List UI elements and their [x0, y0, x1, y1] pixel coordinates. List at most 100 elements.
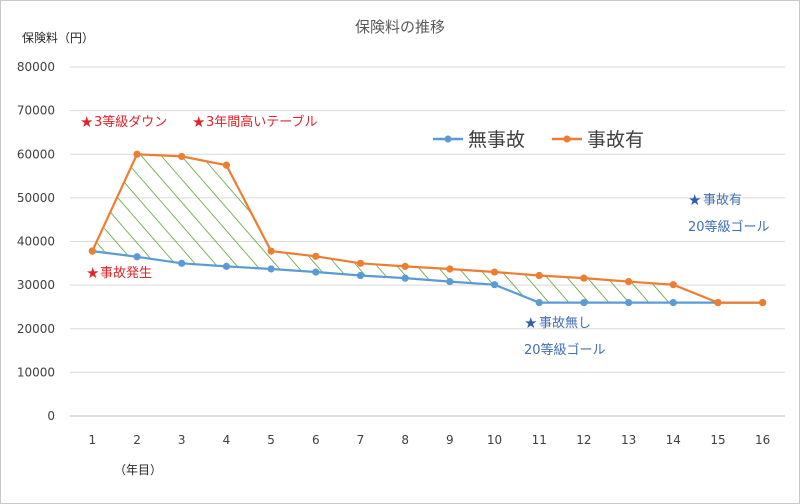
x-tick-label: 13 — [621, 433, 636, 447]
hatch-line — [546, 276, 570, 304]
y-tick-label: 40000 — [17, 235, 55, 249]
hatch-line — [161, 155, 260, 269]
data-point-accident — [401, 262, 409, 270]
data-point-no-accident — [356, 271, 365, 280]
annotation-subtext: 20等級ゴール — [524, 342, 606, 358]
gridlines — [70, 66, 785, 417]
annotation-text: 事故無し — [539, 316, 591, 331]
data-point-accident — [759, 298, 767, 307]
data-point-no-accident — [580, 298, 588, 307]
hatch-line — [652, 283, 670, 304]
x-tick-label: 12 — [576, 433, 591, 447]
hatch-line — [588, 278, 610, 304]
hatch-line — [503, 272, 525, 298]
data-point-accident — [222, 161, 231, 169]
hatch-line — [140, 154, 239, 268]
y-tick-label: 80000 — [17, 60, 55, 74]
annotation-accident-goal: ★ 事故有 20等級ゴール — [688, 193, 770, 235]
x-tick-label: 9 — [446, 433, 454, 447]
x-tick-label: 6 — [312, 433, 320, 447]
hatch-line — [308, 255, 324, 274]
x-tick-label: 8 — [401, 433, 409, 447]
y-tick-label: 50000 — [17, 191, 55, 205]
x-tick-label: 7 — [357, 433, 365, 447]
annotation-subtext: 20等級ゴール — [688, 219, 770, 235]
data-point-accident — [133, 150, 141, 158]
data-point-accident — [535, 271, 543, 280]
x-tick-label: 14 — [666, 433, 681, 447]
hatch-line — [331, 259, 345, 275]
legend: 無事故 事故有 — [433, 129, 644, 151]
data-point-accident — [490, 268, 499, 276]
y-tick-label: 0 — [47, 409, 55, 423]
annotation-text: 3等級ダウン — [94, 114, 167, 130]
data-point-accident — [624, 278, 633, 286]
data-point-no-accident — [222, 262, 231, 270]
hatch-line — [567, 277, 590, 304]
annotation-text: 事故有 — [703, 193, 742, 208]
series-line-accident — [91, 153, 763, 304]
annotation-text: 3年間高いテーブル — [206, 114, 318, 130]
hatch-line — [482, 271, 494, 285]
data-point-no-accident — [669, 298, 677, 307]
x-tick-label: 4 — [223, 433, 231, 447]
data-point-accident — [267, 247, 275, 255]
hatch-line — [610, 280, 630, 304]
hatch-line — [110, 211, 152, 260]
data-point-accident — [356, 259, 365, 267]
chart-title: 保険料の推移 — [355, 18, 445, 36]
y-tick-label: 70000 — [17, 104, 55, 118]
hatch-line — [354, 262, 367, 277]
data-point-accident — [178, 152, 186, 161]
hatch-line — [460, 269, 473, 284]
hatch-line — [631, 282, 650, 304]
legend-label-no-accident: 無事故 — [468, 129, 525, 151]
annotation-text: 事故発生 — [100, 266, 152, 281]
hatch-line — [525, 275, 550, 304]
hatch-line — [182, 156, 281, 271]
y-axis-label: 保険料（円） — [22, 31, 94, 45]
data-point-accident — [88, 247, 96, 255]
x-axis-label: （年目） — [114, 463, 162, 477]
data-point-accident — [446, 265, 454, 273]
data-point-accident — [312, 252, 320, 260]
data-point-accident — [580, 274, 588, 282]
star-icon: ★ — [524, 316, 537, 332]
legend-marker-no-accident — [444, 135, 452, 143]
hatch-line — [286, 253, 303, 273]
y-tick-label: 60000 — [17, 147, 55, 161]
x-tick-label: 15 — [710, 433, 725, 447]
star-icon: ★ — [86, 266, 99, 282]
data-point-no-accident — [401, 274, 409, 282]
data-point-no-accident — [624, 298, 633, 307]
series-line-no-accident — [92, 250, 763, 304]
data-point-accident — [669, 281, 677, 289]
annotation-3-year-table: ★ 3年間高いテーブル — [192, 114, 318, 131]
x-tick-label: 10 — [487, 433, 502, 447]
x-tick-label: 16 — [755, 433, 770, 447]
difference-hatch — [97, 154, 670, 304]
y-tick-label: 10000 — [17, 365, 55, 379]
data-point-no-accident — [490, 281, 499, 289]
x-tick-label: 5 — [267, 433, 275, 447]
hatch-line — [104, 228, 129, 257]
x-tick-label: 3 — [178, 433, 186, 447]
x-tick-labels: 1 2 3 4 5 6 7 8 9 10 11 12 13 14 15 16 — [89, 433, 771, 447]
hatch-line — [131, 167, 218, 267]
y-tick-label: 30000 — [17, 278, 55, 292]
hatch-line — [206, 161, 253, 215]
hatch-line — [117, 196, 175, 264]
hatch-line — [376, 264, 388, 279]
hatch-line — [418, 267, 430, 281]
x-tick-label: 1 — [89, 433, 97, 447]
data-point-no-accident — [312, 268, 320, 276]
x-tick-label: 2 — [133, 433, 141, 447]
series-markers — [88, 150, 767, 307]
star-icon: ★ — [80, 115, 93, 131]
annotation-3-grade-down: ★ 3等級ダウン — [80, 114, 167, 131]
star-icon: ★ — [688, 193, 701, 209]
data-point-no-accident — [133, 253, 141, 261]
data-point-no-accident — [446, 278, 454, 286]
